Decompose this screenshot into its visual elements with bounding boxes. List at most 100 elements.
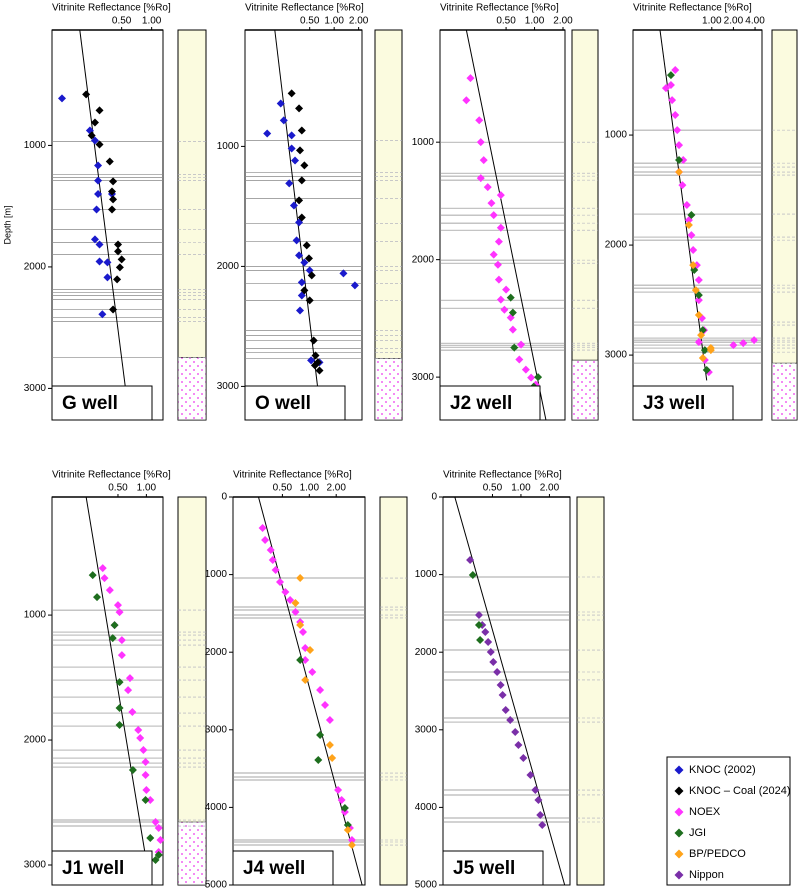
data-point (296, 574, 305, 583)
x-tick-label: 2.00 (724, 16, 744, 27)
x-tick-label: 0.50 (300, 16, 320, 27)
data-point (271, 566, 280, 575)
data-point (151, 818, 160, 827)
data-point (151, 856, 160, 865)
y-tick-label: 3000 (24, 383, 47, 394)
data-point (334, 786, 343, 795)
data-point (141, 771, 150, 780)
data-point (500, 305, 509, 314)
x-tick-label: 1.00 (702, 16, 722, 27)
well-label-box (442, 850, 544, 886)
data-point (296, 655, 305, 664)
data-point (501, 706, 510, 715)
data-point (325, 716, 334, 725)
data-point (115, 721, 124, 730)
data-point (156, 836, 165, 845)
data-point (314, 755, 323, 764)
data-point (678, 181, 687, 190)
data-point (98, 310, 107, 319)
data-point (98, 564, 107, 573)
well-label: J3 well (643, 393, 705, 414)
data-point (311, 351, 320, 360)
y-tick-label: 1000 (415, 569, 438, 580)
data-point (95, 257, 104, 266)
axis-title: Vitrinite Reflectance [%Ro] (52, 470, 171, 481)
data-point (666, 71, 675, 80)
y-tick-label: 2000 (24, 262, 47, 273)
data-point (295, 196, 304, 205)
data-point (95, 140, 104, 149)
legend-box (666, 756, 791, 886)
data-point (142, 786, 151, 795)
data-point (675, 141, 684, 150)
y-tick-label: 2000 (412, 254, 435, 265)
x-tick-label: 1.00 (324, 16, 344, 27)
well-label-box (51, 850, 153, 886)
y-tick-label: 1000 (217, 141, 240, 152)
data-point (291, 156, 300, 165)
x-tick-label: 0.50 (112, 16, 132, 27)
data-point (108, 634, 117, 643)
data-point (141, 796, 150, 805)
well-label: J2 well (450, 393, 512, 414)
data-point (316, 685, 325, 694)
data-point (675, 168, 684, 177)
data-point (105, 157, 114, 166)
data-point (689, 246, 698, 255)
axis-title: Vitrinite Reflectance [%Ro] (52, 3, 171, 14)
data-point (487, 199, 496, 208)
data-point (484, 638, 493, 647)
well-label: G well (62, 393, 118, 414)
data-point (498, 691, 507, 700)
data-point (297, 176, 306, 185)
x-tick-label: 0.50 (108, 483, 128, 494)
y-tick-label: 3000 (415, 724, 438, 735)
data-point (750, 336, 759, 345)
data-point (496, 223, 505, 232)
plot-area (232, 496, 366, 886)
data-point (300, 258, 309, 267)
data-point (94, 176, 103, 185)
data-point (489, 657, 498, 666)
data-point (90, 118, 99, 127)
data-point (93, 593, 102, 602)
trend-line (258, 496, 363, 886)
data-point (474, 620, 483, 629)
legend-label: Nippon (689, 869, 724, 881)
x-tick-label: 1.00 (300, 483, 320, 494)
data-point (668, 96, 677, 105)
data-point (287, 89, 296, 98)
data-point (315, 366, 324, 375)
data-point (521, 365, 530, 374)
data-point (506, 716, 515, 725)
data-point (496, 295, 505, 304)
data-point (281, 587, 290, 596)
data-point (466, 556, 475, 565)
y-tick-label: 3000 (205, 724, 228, 735)
plot-area (442, 496, 571, 886)
y-tick-label: 0 (431, 492, 437, 503)
data-point (689, 261, 698, 270)
data-point (297, 126, 306, 135)
data-point (729, 341, 738, 350)
data-point (304, 254, 313, 263)
x-tick-label: 2.00 (553, 16, 573, 27)
data-point (476, 174, 485, 183)
y-tick-label: 3000 (24, 860, 47, 871)
data-point (103, 273, 112, 282)
lithology-column (177, 496, 207, 886)
data-point (325, 741, 334, 750)
data-point (300, 286, 309, 295)
data-point (502, 285, 511, 294)
data-point (261, 535, 270, 544)
data-point (682, 201, 691, 210)
data-point (276, 577, 285, 586)
x-tick-label: 2.00 (540, 483, 560, 494)
y-tick-label: 2000 (24, 735, 47, 746)
data-point (462, 96, 471, 105)
data-point (675, 156, 684, 165)
data-point (511, 727, 520, 736)
data-point (287, 131, 296, 140)
y-tick-label: 3000 (412, 372, 435, 383)
lithology-column (374, 29, 403, 421)
